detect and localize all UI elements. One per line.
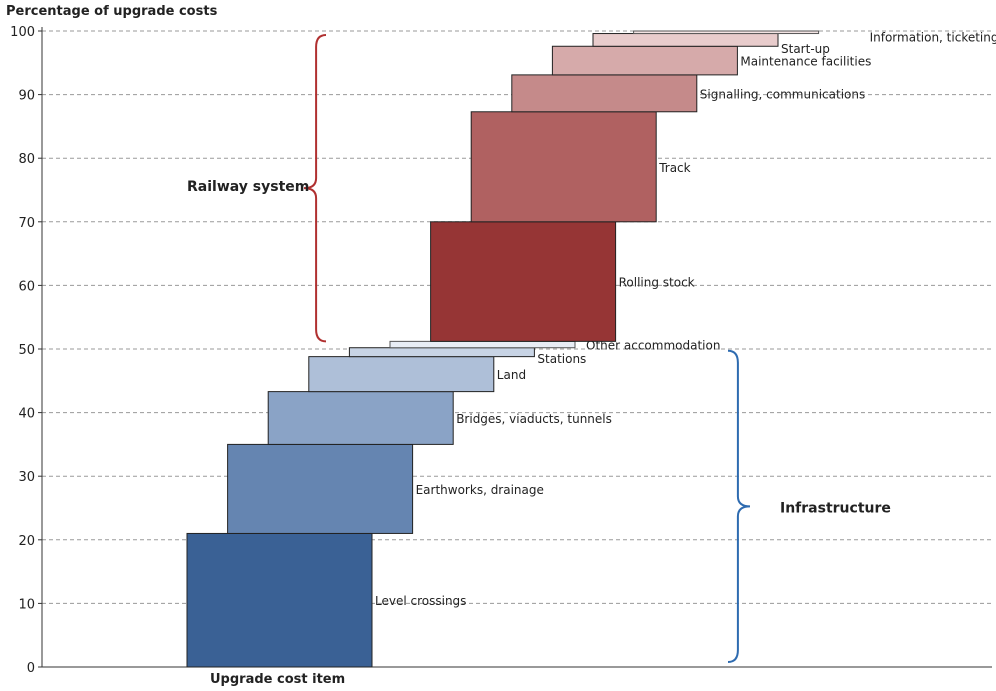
y-tick-label: 0 — [27, 661, 35, 676]
bar-0 — [186, 532, 373, 668]
y-tick-label: 50 — [18, 343, 35, 358]
x-axis-title: Upgrade cost item — [210, 672, 346, 687]
bar-1 — [227, 443, 414, 534]
y-tick-label: 70 — [18, 216, 35, 231]
bar-label: Information, ticketing — [870, 30, 996, 44]
bar-8 — [511, 74, 698, 113]
bar-11 — [633, 30, 820, 35]
y-axis-title: Percentage of upgrade costs — [6, 4, 218, 19]
bar-label: Earthworks, drainage — [416, 483, 544, 497]
bar-4 — [348, 347, 535, 358]
y-tick-label: 40 — [18, 407, 35, 422]
infrastructure-label: Infrastructure — [780, 500, 891, 516]
bar-7 — [470, 111, 657, 223]
bar-label: Bridges, viaducts, tunnels — [456, 412, 612, 426]
y-tick-label: 80 — [18, 152, 35, 167]
bar-label: Land — [497, 368, 526, 382]
bar-5 — [389, 340, 576, 349]
railway-system-brace — [303, 34, 327, 343]
bar-label: Maintenance facilities — [740, 55, 871, 69]
bar-label: Stations — [537, 352, 586, 366]
y-tick-label: 60 — [18, 279, 35, 294]
y-tick-label: 90 — [18, 89, 35, 104]
infrastructure-brace — [727, 349, 751, 663]
bar-2 — [267, 391, 454, 445]
bar-label: Signalling, communications — [700, 87, 865, 101]
bar-6 — [430, 221, 617, 342]
bar-label: Track — [658, 161, 690, 175]
bar-label: Other accommodation — [586, 339, 720, 353]
railway-system-label: Railway system — [187, 179, 309, 195]
bar-label: Start-up — [781, 42, 830, 56]
bar-10 — [592, 33, 779, 47]
y-tick-label: 30 — [18, 470, 35, 485]
bar-3 — [308, 356, 495, 393]
bar-label: Level crossings — [375, 594, 466, 608]
y-tick-label: 10 — [18, 597, 35, 612]
y-tick-label: 20 — [18, 534, 35, 549]
y-tick-label: 100 — [10, 25, 35, 40]
bar-9 — [551, 45, 738, 76]
bar-label: Rolling stock — [619, 276, 695, 290]
